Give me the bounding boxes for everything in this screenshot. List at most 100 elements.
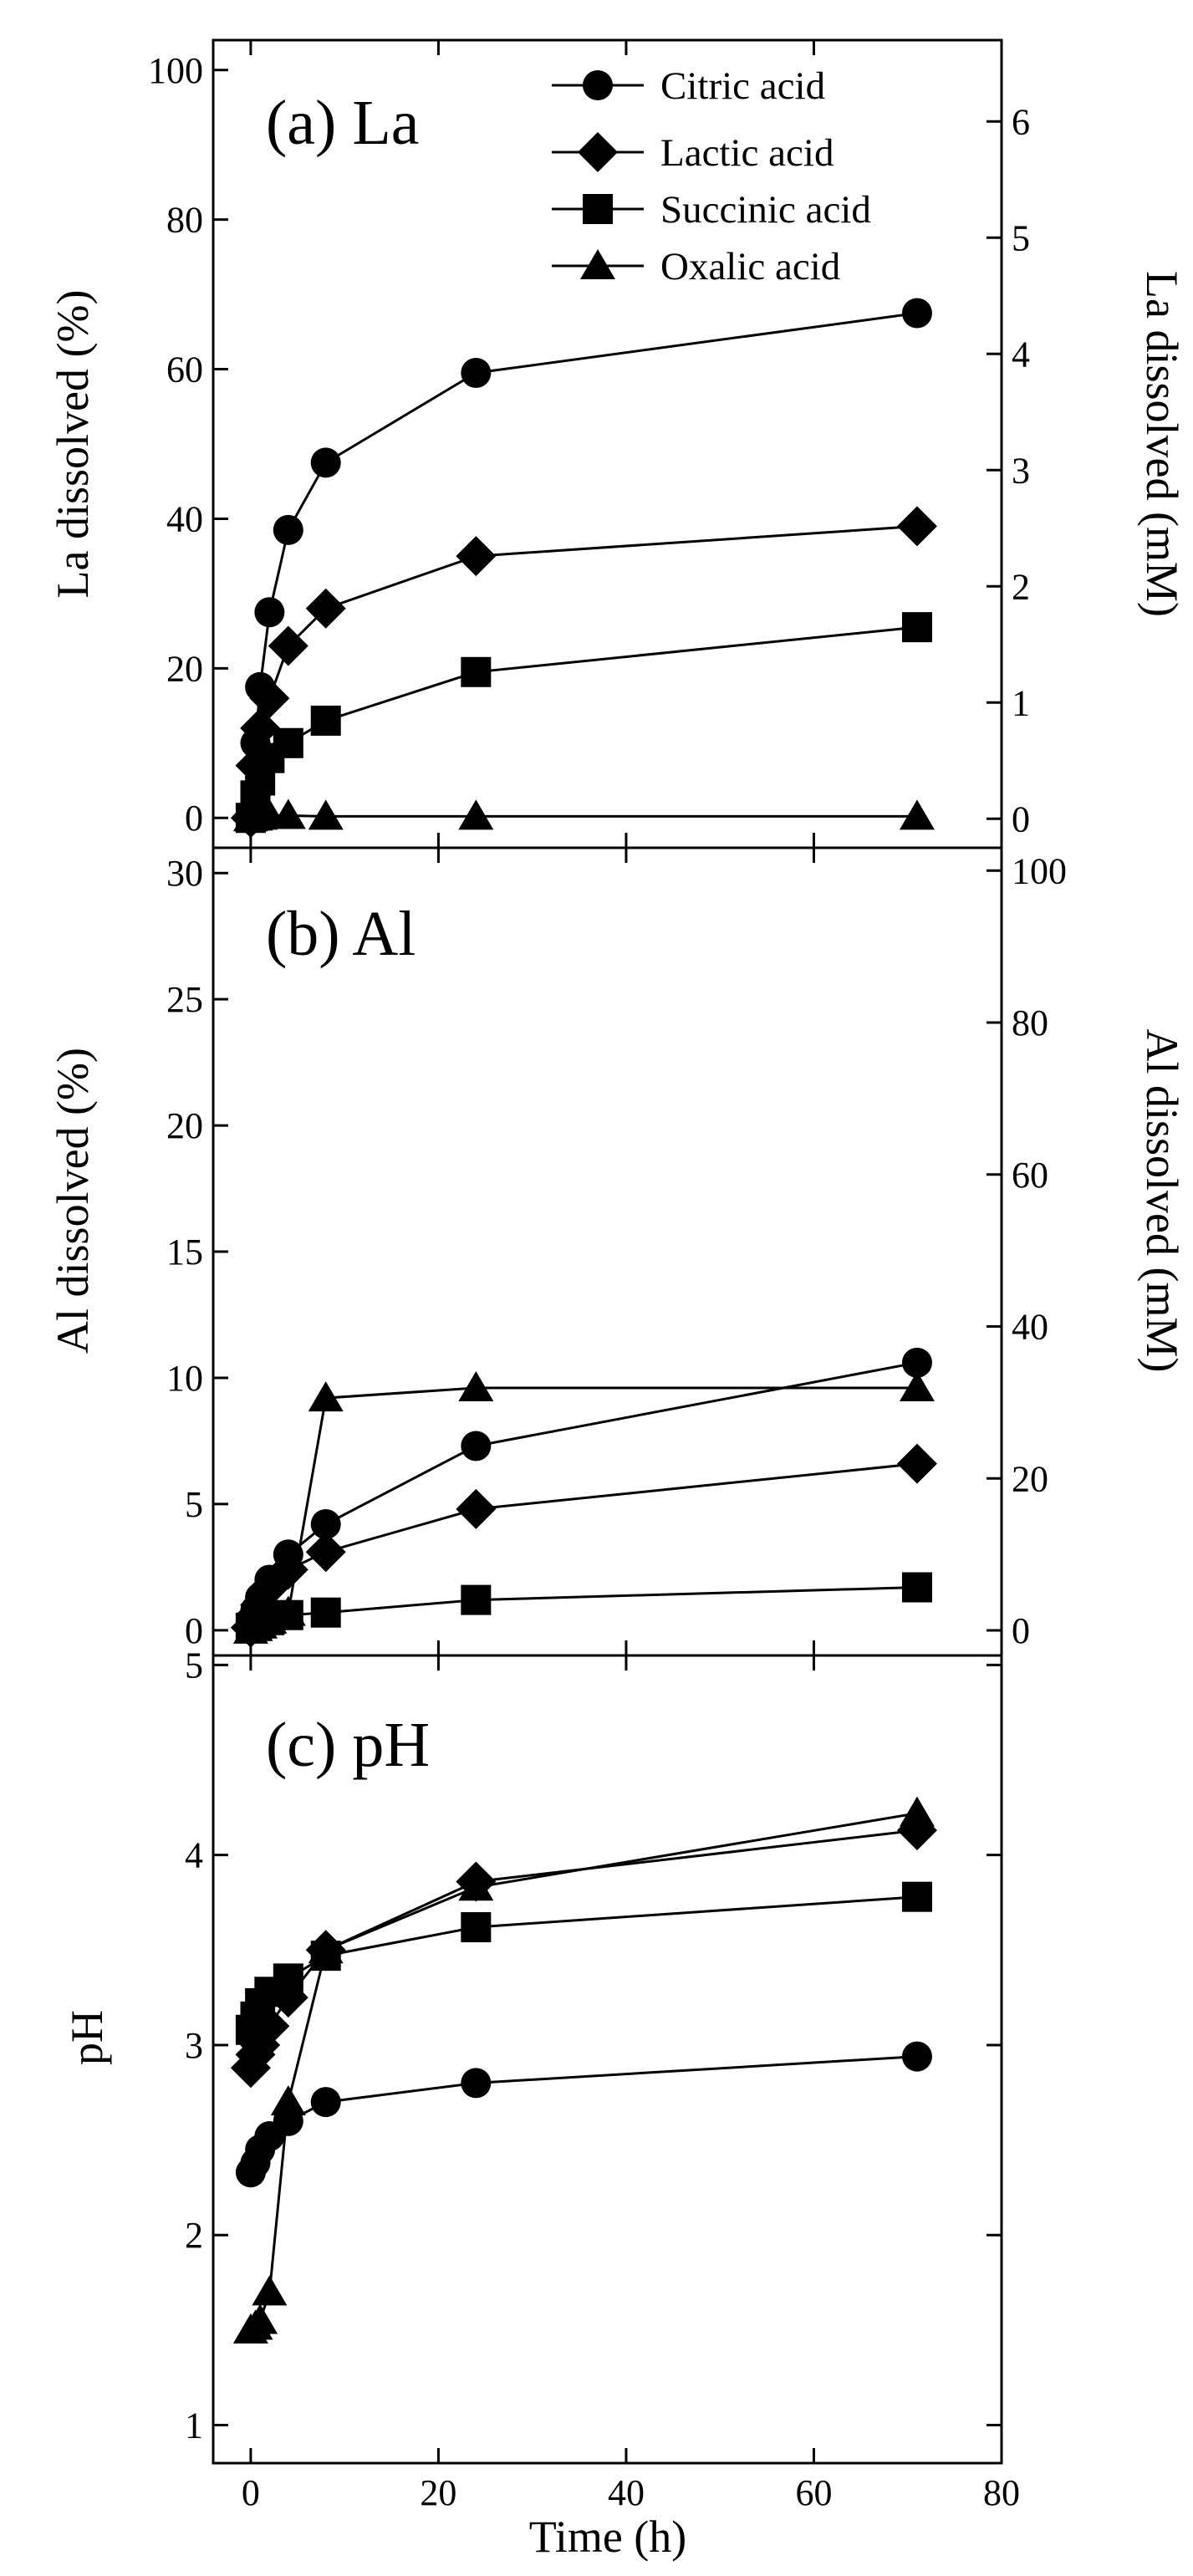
panel-ph-point-oxalic-7: [899, 1796, 935, 1827]
panel-la-point-succinic-5: [310, 705, 341, 736]
panel-ph-ylabel: pH: [62, 2010, 112, 2065]
panel-al-point-citric-7: [901, 1347, 932, 1378]
panel-ph-ytick-label-1: 1: [185, 2405, 203, 2446]
panel-la-point-oxalic-6: [458, 799, 494, 830]
panel-al-point-oxalic-4: [270, 1595, 306, 1626]
panel-la-ytick-label-80: 80: [166, 200, 203, 241]
panel-al-point-succinic-5: [310, 1597, 341, 1628]
panel-la-series: [230, 298, 937, 839]
panel-la-point-citric-3: [254, 597, 285, 628]
panel-al-point-succinic-6: [461, 1584, 492, 1615]
panel-ph-point-oxalic-6: [458, 1870, 494, 1901]
panel-al-point-oxalic-6: [458, 1371, 494, 1402]
panel-la-ytick-right-label-5: 5: [1012, 217, 1030, 258]
panel-ph-frame: [212, 1654, 1003, 2465]
panel-ph-point-oxalic-5: [308, 1933, 344, 1964]
panel-la-ytick-right-label-0: 0: [1012, 798, 1030, 839]
panel-al-point-lactic-4: [268, 1549, 308, 1590]
panel-la-line-succinic: [249, 625, 918, 819]
legend-marker-citric: [583, 70, 613, 100]
panel-la-ytick-label-100: 100: [148, 50, 203, 91]
panel-al-ytick-right-label-60: 60: [1012, 1155, 1048, 1196]
panel-la-ytick-right-label-1: 1: [1012, 682, 1030, 723]
panel-ph-series: [230, 1796, 937, 2344]
panel-ph-point-succinic-6: [461, 1912, 492, 1943]
legend-marker-lactic: [578, 132, 618, 172]
panel-la-point-oxalic-7: [899, 799, 935, 830]
panel-al-point-lactic-5: [305, 1532, 346, 1573]
panel-la-point-lactic-3: [249, 678, 290, 719]
legend-label-oxalic: Oxalic acid: [660, 245, 840, 288]
panel-ph-point-oxalic-3: [252, 2275, 288, 2306]
panel-al-line-lactic: [249, 1462, 918, 1629]
panel-la-ytick-label-40: 40: [166, 498, 203, 539]
panel-al: 0 5 10 15 20 25 30 0 20 40 60 80 100 (b) Al Al disso…: [48, 846, 1187, 1657]
panel-al-ytick-right-label-80: 80: [1012, 1002, 1048, 1043]
panel-al-point-oxalic-5: [308, 1381, 344, 1412]
panel-al-ytick-label-10: 10: [166, 1358, 203, 1399]
panel-al-label: (b) Al: [266, 899, 416, 969]
panel-ph-point-oxalic-2: [242, 2303, 278, 2334]
panel-al-ylabel-right: Al dissolved (mM): [1137, 1029, 1187, 1373]
panel-ph-point-succinic-4: [273, 1963, 303, 1994]
panel-al-point-oxalic-3: [252, 1603, 288, 1634]
panel-ph-ticks: 0 20 40 60 80 1 2 3 4 5: [185, 1645, 1020, 2513]
panel-ph-ytick-label-2: 2: [185, 2215, 203, 2256]
panel-ph-ytick-label-4: 4: [185, 1835, 203, 1876]
panel-la-point-citric-4: [273, 514, 303, 545]
panel-ph-xtick-label-60: 60: [795, 2472, 832, 2513]
panel-al-ytick-label-30: 30: [166, 853, 203, 894]
panel-la-point-lactic-7: [896, 506, 937, 547]
panel-ph-line-oxalic: [249, 1812, 918, 2332]
panel-al-line-citric: [249, 1361, 918, 1624]
panel-al-ylabel: Al dissolved (%): [48, 1048, 98, 1354]
panel-la-ticks: 0 20 40 60 80 100 0 1 2 3 4 5 6: [148, 40, 1030, 848]
panel-al-line-oxalic: [250, 1386, 917, 1632]
panel-al-line-succinic: [250, 1586, 918, 1630]
panel-la-point-lactic-5: [305, 588, 346, 629]
panel-al-point-lactic-7: [896, 1443, 937, 1484]
panel-la-point-succinic-4: [273, 727, 303, 758]
legend-marker-succinic: [583, 194, 613, 224]
panel-ph-point-citric-6: [461, 2068, 492, 2099]
panel-la-point-lactic-6: [456, 536, 497, 577]
panel-la-ytick-right-label-4: 4: [1012, 334, 1030, 375]
panel-al-ticks: 0 5 10 15 20 25 30 0 20 40 60 80 100: [166, 848, 1067, 1655]
panel-la-ytick-right-label-2: 2: [1012, 566, 1030, 607]
legend-label-succinic: Succinic acid: [660, 188, 871, 232]
panel-ph-ytick-label-5: 5: [185, 1645, 203, 1686]
panel-la-label: (a) La: [266, 88, 420, 158]
legend-label-lactic: Lactic acid: [660, 131, 834, 175]
panel-ph-ytick-label-3: 3: [185, 2025, 203, 2066]
panel-ph-xtick-label-20: 20: [420, 2472, 456, 2513]
panel-ph-line-citric: [249, 2055, 918, 2173]
legend: Citric acid Lactic acid Succinic acid Ox…: [552, 64, 871, 288]
panel-ph-xtick-label-0: 0: [242, 2472, 260, 2513]
panel-al-point-citric-5: [310, 1509, 341, 1540]
panel-la-point-citric-6: [461, 358, 492, 389]
panel-la-point-lactic-4: [268, 625, 308, 666]
panel-al-ytick-label-15: 15: [166, 1232, 203, 1273]
panel-ph-label: (c) pH: [266, 1710, 430, 1780]
panel-al-point-citric-6: [461, 1431, 492, 1461]
panel-la-ytick-right-label-6: 6: [1012, 101, 1030, 142]
panel-al-point-succinic-7: [901, 1572, 932, 1603]
panel-la-point-lactic-2: [240, 707, 281, 748]
panel-la-ylabel-right: La dissolved (mM): [1137, 271, 1187, 617]
panel-la-line-citric: [249, 312, 918, 819]
panel-al-series: [230, 1347, 937, 1648]
panel-al-ytick-right-label-40: 40: [1012, 1307, 1048, 1348]
panel-ph-point-citric-7: [901, 2041, 932, 2072]
panel-ph-xlabel: Time (h): [529, 2512, 687, 2562]
panel-la-ytick-right-label-3: 3: [1012, 450, 1030, 491]
panel-la-point-citric-7: [901, 298, 932, 329]
panel-la-ytick-label-60: 60: [166, 349, 203, 390]
panel-ph-line-lactic: [249, 1829, 918, 2068]
panel-la-point-oxalic-5: [308, 799, 344, 830]
panel-ph-line-succinic: [249, 1895, 918, 2031]
legend-label-citric: Citric acid: [660, 64, 825, 108]
panel-la-line-lactic: [249, 524, 918, 819]
panel-la-ytick-label-0: 0: [185, 798, 203, 839]
panel-ph-point-oxalic-4: [270, 2085, 306, 2116]
